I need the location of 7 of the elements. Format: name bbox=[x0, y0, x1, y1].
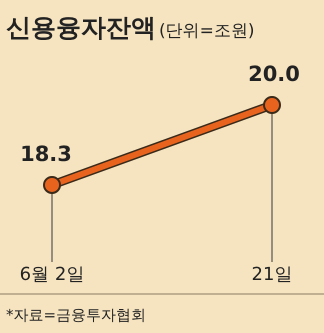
x-tick-label: 6월 2일 bbox=[20, 264, 84, 285]
text: *자료=금융투자협회 bbox=[6, 306, 146, 324]
data-label: 18.3 bbox=[20, 142, 72, 166]
x-tick-label: 21일 bbox=[252, 264, 292, 285]
chart-subtitle: (단위=조원) bbox=[159, 21, 255, 41]
data-label: 20.0 bbox=[248, 62, 300, 86]
chart-title: 신용융자잔액 bbox=[6, 13, 156, 42]
